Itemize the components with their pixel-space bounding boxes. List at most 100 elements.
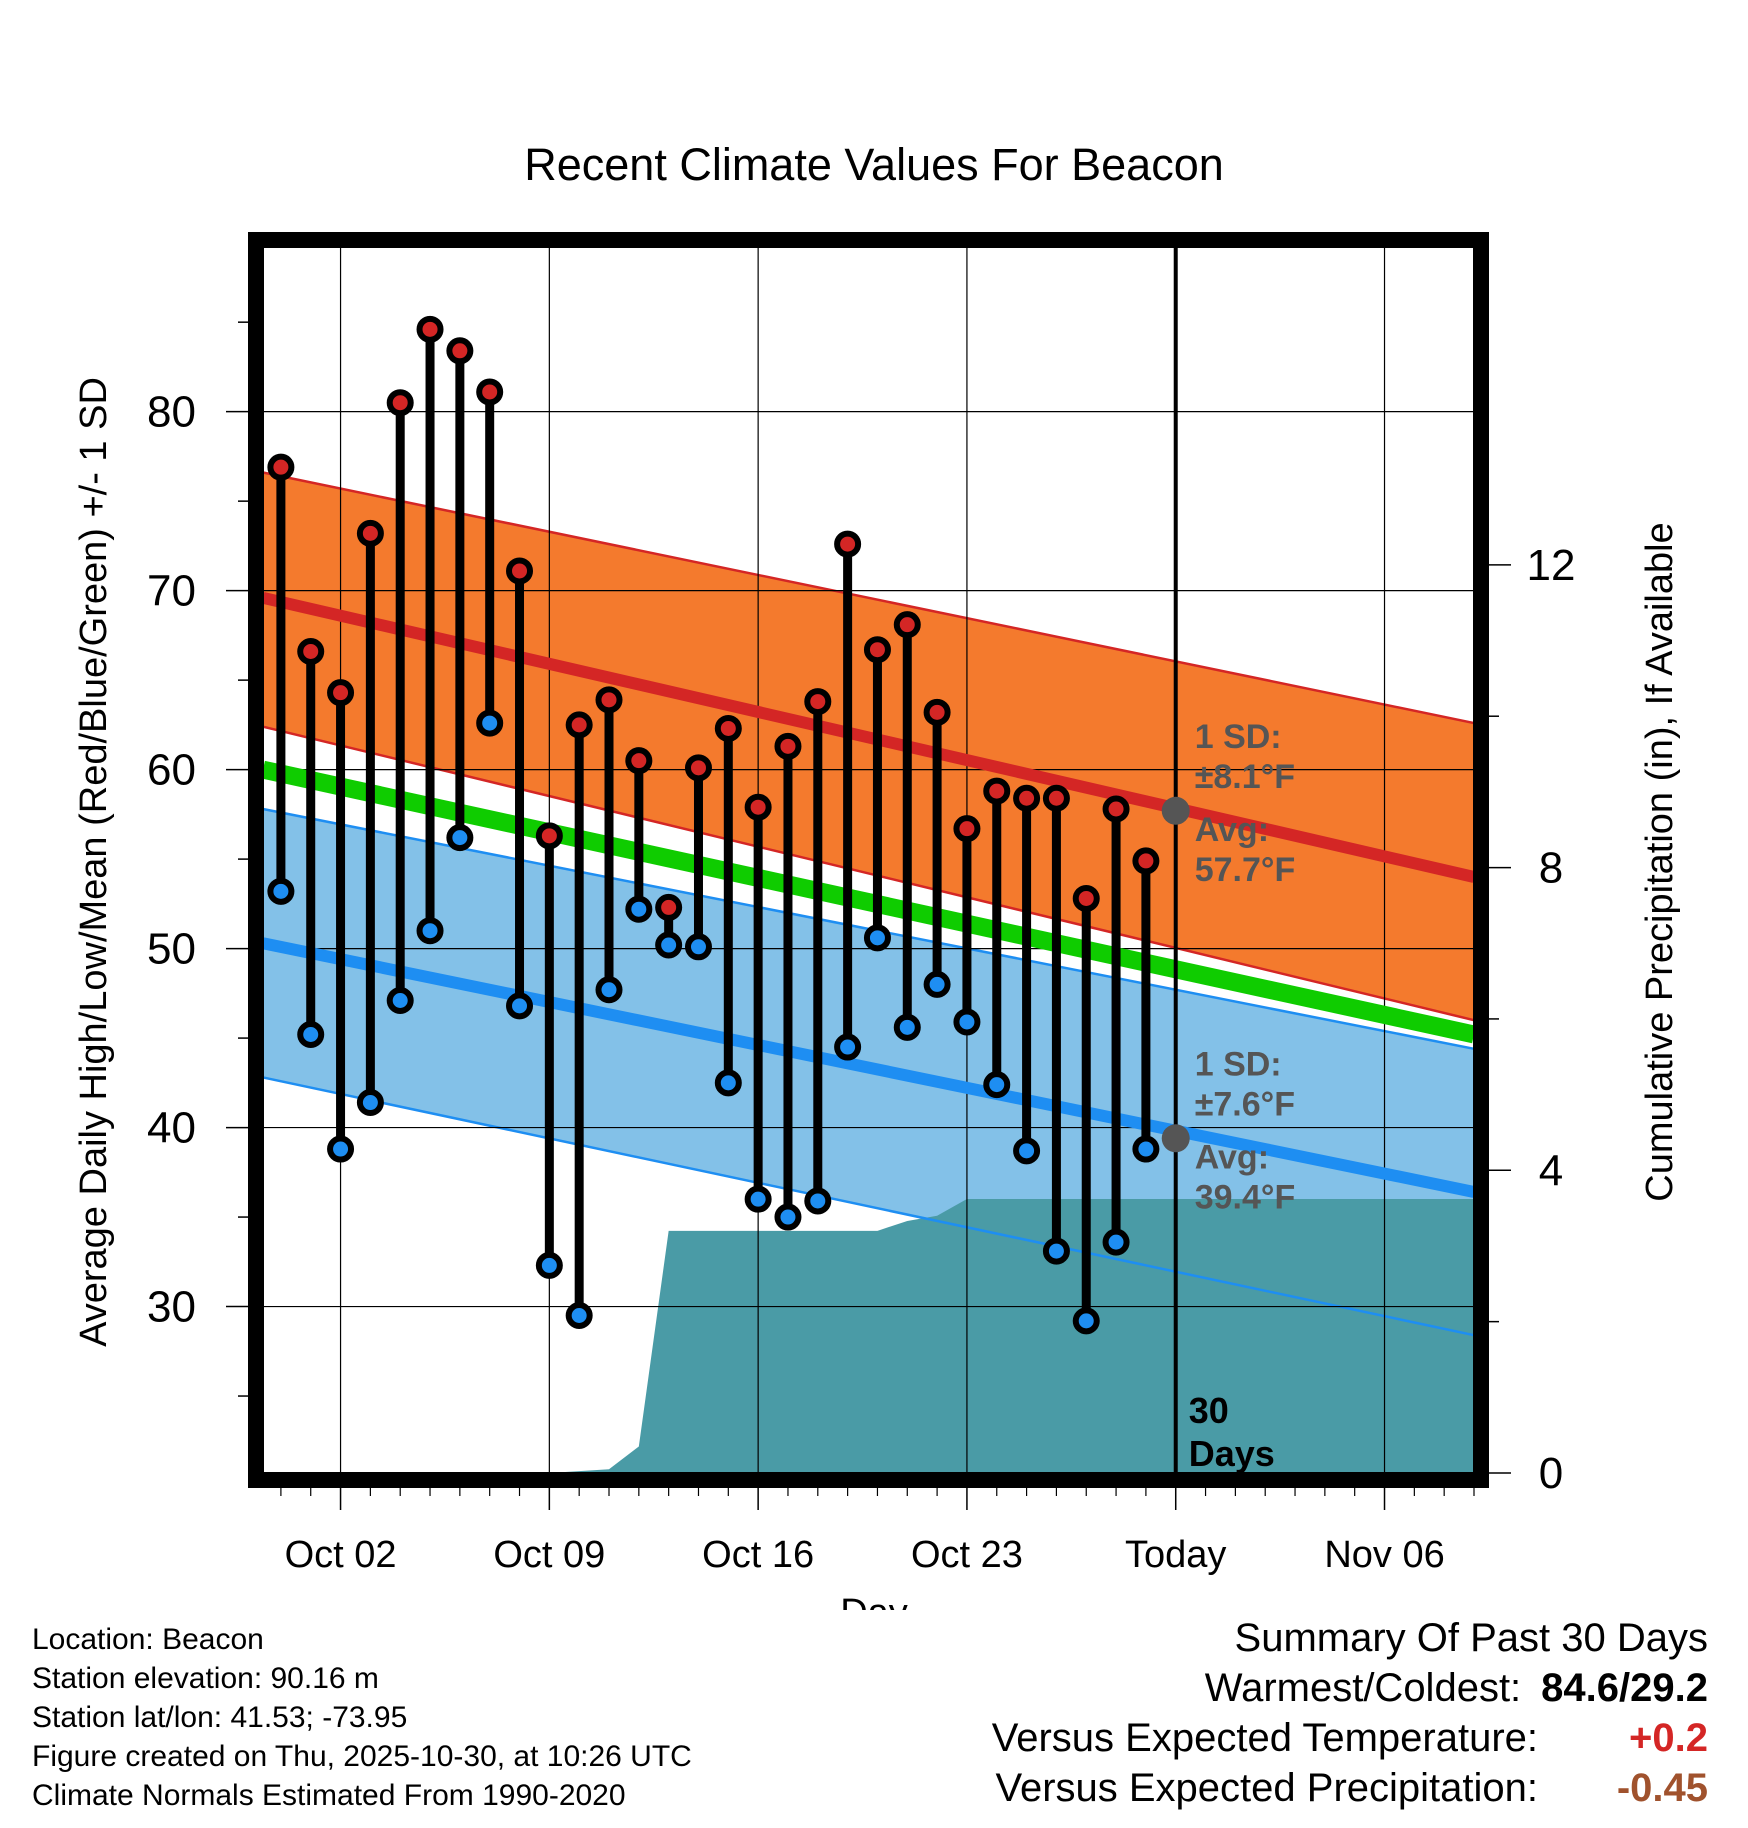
daily-high-marker bbox=[953, 815, 981, 843]
daily-high-marker bbox=[535, 822, 563, 850]
normals-text: Climate Normals Estimated From 1990-2020 bbox=[32, 1779, 626, 1812]
y-left-tick-label: 60 bbox=[147, 746, 196, 795]
x-axis-label: Day bbox=[840, 1592, 908, 1610]
daily-low-marker bbox=[565, 1301, 593, 1329]
y-axis-label-right: Cumulative Precipitation (in), If Availa… bbox=[1639, 522, 1681, 1201]
x-tick-label: Nov 06 bbox=[1324, 1534, 1444, 1576]
location-text: Location: Beacon bbox=[32, 1623, 264, 1656]
temp-value: +0.2 bbox=[1629, 1716, 1708, 1760]
latlon-text: Station lat/lon: 41.53; -73.95 bbox=[32, 1701, 408, 1734]
mean-normal-line bbox=[261, 760, 1476, 1044]
high-avg-annotation-1: 57.7°F bbox=[1195, 851, 1296, 889]
daily-high-marker bbox=[893, 611, 921, 639]
precip-area bbox=[263, 1199, 1474, 1473]
chart-title: Recent Climate Values For Beacon bbox=[524, 139, 1224, 190]
daily-high-marker bbox=[1132, 847, 1160, 875]
daily-low-marker bbox=[953, 1008, 981, 1036]
daily-low-marker bbox=[744, 1185, 772, 1213]
warm-cold-value: 84.6/29.2 bbox=[1541, 1666, 1708, 1710]
high-sd-annotation-1: ±8.1°F bbox=[1195, 758, 1295, 796]
high-avg-annotation-0: Avg: bbox=[1195, 811, 1269, 849]
summary-temp-row: Versus Expected Temperature: +0.2 bbox=[992, 1713, 1708, 1763]
daily-low-marker bbox=[684, 933, 712, 961]
daily-high-marker bbox=[327, 679, 355, 707]
daily-low-marker bbox=[714, 1069, 742, 1097]
low-avg-marker bbox=[1161, 1124, 1190, 1153]
y-right-tick-label: 12 bbox=[1527, 541, 1576, 590]
y-left-tick-label: 50 bbox=[147, 925, 196, 974]
summary-warm-cold-row: Warmest/Coldest: 84.6/29.2 bbox=[992, 1663, 1708, 1713]
daily-low-marker bbox=[1132, 1135, 1160, 1163]
daily-low-marker bbox=[1013, 1137, 1041, 1165]
created-text: Figure created on Thu, 2025-10-30, at 10… bbox=[32, 1740, 692, 1773]
daily-high-marker bbox=[744, 793, 772, 821]
daily-low-marker bbox=[655, 931, 683, 959]
daily-low-marker bbox=[1072, 1307, 1100, 1335]
daily-low-marker bbox=[804, 1187, 832, 1215]
daily-high-marker bbox=[774, 732, 802, 760]
daily-low-marker bbox=[386, 986, 414, 1014]
warm-cold-label: Warmest/Coldest: bbox=[1204, 1666, 1522, 1710]
low-sd-annotation-0: 1 SD: bbox=[1195, 1045, 1282, 1083]
daily-low-marker bbox=[1042, 1237, 1070, 1265]
daily-low-marker bbox=[983, 1071, 1011, 1099]
daily-low-marker bbox=[356, 1089, 384, 1117]
y-right-tick-label: 0 bbox=[1539, 1449, 1563, 1498]
daily-high-marker bbox=[356, 519, 384, 547]
daily-high-marker bbox=[1013, 784, 1041, 812]
summary-precip-row: Versus Expected Precipitation: -0.45 bbox=[992, 1763, 1708, 1813]
low-normal-line bbox=[261, 937, 1476, 1198]
daily-low-marker bbox=[476, 709, 504, 737]
daily-high-marker bbox=[625, 747, 653, 775]
climate-chart: Recent Climate Values For Beacon 1 SD: ±8… bbox=[73, 139, 1681, 1610]
daily-high-marker bbox=[297, 637, 325, 665]
precip-label: Versus Expected Precipitation: bbox=[995, 1766, 1538, 1810]
daily-low-marker bbox=[297, 1021, 325, 1049]
high-normal-line bbox=[261, 591, 1476, 883]
daily-high-marker bbox=[267, 453, 295, 481]
daily-low-marker bbox=[774, 1203, 802, 1231]
daily-high-marker bbox=[506, 557, 534, 585]
daily-high-marker bbox=[1072, 884, 1100, 912]
daily-low-marker bbox=[535, 1251, 563, 1279]
daily-high-marker bbox=[1042, 784, 1070, 812]
high-avg-marker bbox=[1161, 796, 1190, 825]
daily-low-marker bbox=[834, 1033, 862, 1061]
daily-high-marker bbox=[834, 530, 862, 558]
x-tick-label: Oct 23 bbox=[911, 1534, 1023, 1576]
x-tick-label: Oct 02 bbox=[285, 1534, 397, 1576]
station-info: Location: Beacon Station elevation: 90.1… bbox=[32, 1620, 692, 1815]
daily-high-marker bbox=[446, 337, 474, 365]
low-sd-annotation-1: ±7.6°F bbox=[1195, 1085, 1295, 1123]
daily-high-marker bbox=[983, 777, 1011, 805]
low-sd-lower-line bbox=[262, 1076, 1475, 1337]
summary-panel: Summary Of Past 30 Days Warmest/Coldest:… bbox=[992, 1613, 1708, 1813]
y-right-tick-label: 4 bbox=[1539, 1146, 1563, 1195]
daily-high-marker bbox=[714, 714, 742, 742]
daily-low-marker bbox=[506, 992, 534, 1020]
x-tick-label: Oct 16 bbox=[702, 1534, 814, 1576]
y-right-tick-label: 8 bbox=[1539, 844, 1563, 893]
daily-low-marker bbox=[267, 877, 295, 905]
y-left-tick-label: 40 bbox=[147, 1104, 196, 1153]
daily-low-marker bbox=[1102, 1228, 1130, 1256]
daily-high-marker bbox=[416, 315, 444, 343]
daily-high-marker bbox=[863, 636, 891, 664]
daily-low-marker bbox=[416, 917, 444, 945]
y-left-tick-label: 30 bbox=[147, 1283, 196, 1332]
daily-high-marker bbox=[565, 711, 593, 739]
high-sd-band bbox=[263, 472, 1474, 1021]
elevation-text: Station elevation: 90.16 m bbox=[32, 1662, 379, 1695]
daily-high-marker bbox=[476, 378, 504, 406]
plot-frame bbox=[248, 232, 1489, 1488]
y-left-tick-label: 70 bbox=[147, 567, 196, 616]
low-avg-annotation-1: 39.4°F bbox=[1195, 1178, 1296, 1216]
daily-high-marker bbox=[923, 698, 951, 726]
today-window-label-0: 30 bbox=[1189, 1390, 1229, 1431]
x-tick-label: Oct 09 bbox=[493, 1534, 605, 1576]
daily-high-marker bbox=[655, 893, 683, 921]
low-avg-annotation-0: Avg: bbox=[1195, 1138, 1269, 1176]
daily-low-marker bbox=[625, 895, 653, 923]
daily-low-marker bbox=[446, 824, 474, 852]
temp-label: Versus Expected Temperature: bbox=[991, 1716, 1538, 1760]
